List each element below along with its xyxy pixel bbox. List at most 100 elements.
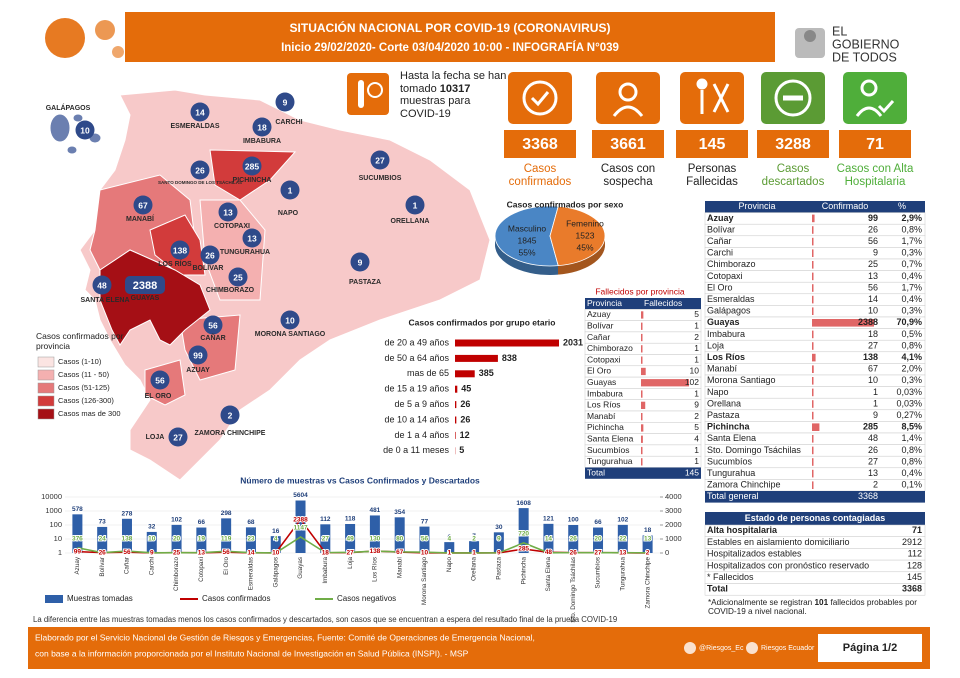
legend-label: Casos confirmados: [202, 594, 270, 603]
x-tick-label: Sto. Domingo Tsáchilas: [570, 557, 577, 623]
virus-icons: [45, 18, 124, 58]
legend-label: Casos (11 - 50): [58, 370, 110, 379]
province-badge: [200, 245, 220, 265]
province-badge: [188, 345, 208, 365]
sample-label: 278: [122, 511, 133, 518]
table-cell: 0,03%: [896, 398, 922, 408]
table-cell: 9: [873, 248, 878, 258]
table-cell: 1,7%: [901, 282, 922, 292]
stat-icon-box: [680, 72, 744, 124]
sample-bar: [369, 515, 380, 553]
table-head: %: [898, 201, 906, 211]
age-label: de 15 a 19 años: [384, 384, 449, 394]
table-row: [704, 235, 926, 248]
table-cell: 26: [868, 224, 878, 234]
province-name: BOLÍVAR: [193, 263, 224, 272]
series-line: [77, 518, 648, 554]
table-header: [705, 201, 925, 213]
table-cell: 48: [868, 433, 878, 443]
province-name: EL ORO: [145, 393, 172, 400]
line-label: 9: [497, 550, 501, 557]
x-tick-label: Sucumbíos: [595, 557, 602, 589]
tests-icon-lens: [367, 82, 383, 98]
province-value: 27: [173, 432, 183, 442]
line-label: 13: [644, 536, 652, 543]
table-total: [704, 583, 926, 596]
table-cell: 5: [694, 422, 699, 432]
legend-swatch: [37, 356, 55, 368]
table-cell: 0,5%: [901, 329, 922, 339]
sample-bar: [171, 524, 182, 553]
province-value: 67: [138, 200, 148, 210]
icon-shape: [522, 80, 558, 116]
case-bar: [812, 261, 814, 269]
death-bar: [641, 333, 643, 342]
table-cell: 2,0%: [901, 364, 922, 374]
sample-bar: [518, 508, 529, 553]
table-cell: 27: [868, 340, 878, 350]
line-label: 13: [198, 550, 206, 557]
death-bar: [641, 322, 643, 330]
province-value: 1: [288, 185, 293, 195]
line-label: 10: [148, 536, 156, 543]
province-name: SANTA ELENA: [81, 297, 130, 304]
table-cell: 71: [912, 525, 922, 535]
note-after: fallecidos probables por COVID-19 a nive…: [708, 598, 917, 617]
sample-label: 121: [543, 516, 554, 523]
province-value: 13: [247, 233, 257, 243]
tests-icon: [347, 73, 389, 115]
x-tick-label: Pichincha: [520, 557, 527, 585]
province-badge: [92, 275, 112, 295]
line-label: 1147: [293, 525, 307, 532]
sample-label: 30: [495, 524, 503, 531]
province-name: PICHINCHA: [233, 177, 272, 184]
table-cell: Azuay: [707, 213, 734, 223]
line-label: 24: [99, 536, 107, 543]
province-badge: [220, 405, 240, 425]
stat-number-box: [504, 130, 576, 158]
table-cell: Carchi: [707, 248, 733, 258]
line-label: 20: [173, 536, 181, 543]
line-label: 26: [99, 549, 107, 556]
province-name: TUNGURAHUA: [220, 249, 270, 256]
table-cell: Manabí: [587, 411, 616, 421]
case-bar: [812, 307, 814, 315]
table-cell: 13: [868, 271, 878, 281]
province-name: MANABÍ: [126, 214, 155, 223]
stat-icon: [774, 79, 812, 117]
table-cell: Guayas: [587, 377, 616, 387]
table-total-value: 145: [685, 467, 699, 477]
stat-label: Casos con Alta Hospitalaria: [836, 163, 914, 189]
line-label: 9: [150, 550, 154, 557]
page-number: Página 1/2: [843, 642, 897, 654]
x-tick-label: Zamora Chinchipe: [644, 557, 651, 609]
sample-label: 354: [394, 509, 405, 516]
tests-before: Hasta la fecha se han tomado: [400, 70, 507, 95]
icon-shape: [774, 79, 812, 117]
province-badge: [203, 315, 223, 335]
table-cell: Los Ríos: [707, 352, 745, 362]
case-bar: [812, 353, 816, 362]
line-label: 4: [447, 536, 451, 543]
table-cell: 4,1%: [901, 352, 922, 362]
line-label: 138: [369, 548, 380, 555]
sample-bar: [146, 531, 157, 553]
y-tick-label: 1: [58, 548, 62, 557]
table-cell: Hospitalizados con pronóstico reservado: [707, 560, 869, 570]
stat-value: 71: [866, 136, 884, 153]
province-value: 27: [375, 155, 385, 165]
table-cell: Alta hospitalaria: [707, 525, 778, 535]
icon-shape: [855, 99, 895, 117]
age-value: 26: [460, 399, 470, 409]
logo-emblem: [795, 28, 825, 58]
case-bar: [812, 411, 814, 420]
x-tick-label: Carchi: [148, 557, 155, 575]
table-cell: 0,1%: [901, 480, 922, 490]
province-badge: [370, 150, 390, 170]
stat-value: 3368: [522, 136, 558, 153]
table-cell: Chimborazo: [707, 259, 756, 269]
tests-icon-tube: [358, 80, 364, 108]
x-tick-label: Imbabura: [322, 557, 329, 584]
province-value: 138: [173, 245, 187, 255]
